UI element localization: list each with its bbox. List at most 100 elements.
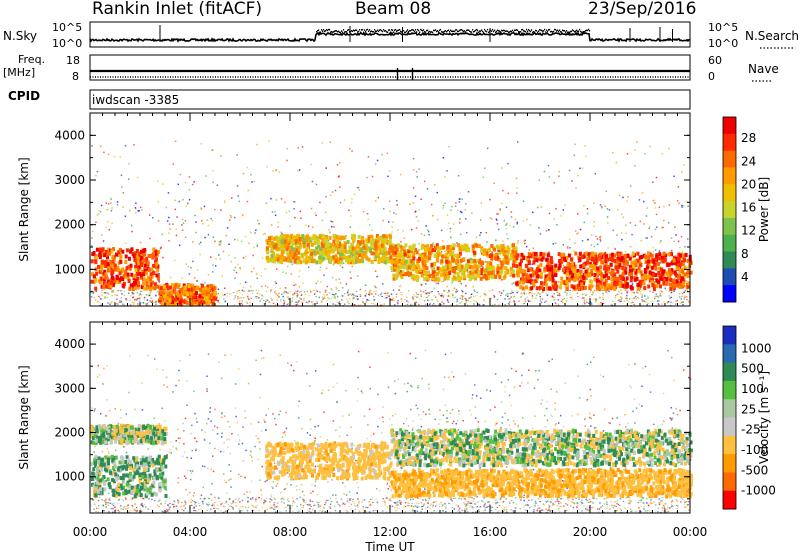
echo-cell	[677, 256, 681, 261]
clutter-point	[338, 301, 341, 303]
echo-cell	[370, 260, 374, 264]
clutter-point	[682, 304, 684, 306]
echo-cell	[162, 289, 166, 293]
echo-cell	[339, 236, 342, 241]
echo-cell	[679, 285, 682, 289]
echo-cell	[610, 284, 614, 289]
echo-cell	[154, 265, 158, 269]
speckle-point	[99, 374, 101, 376]
echo-cell	[374, 242, 378, 247]
echo-cell	[149, 276, 152, 281]
echo-cell	[290, 233, 294, 238]
speckle-point	[646, 274, 648, 276]
echo-cell	[295, 234, 299, 239]
clutter-point	[106, 296, 108, 299]
echo-cell	[435, 272, 439, 276]
echo-cell	[419, 257, 423, 262]
echo-cell	[102, 281, 106, 285]
speckle-point	[412, 158, 415, 160]
echo-cell	[319, 259, 323, 264]
clutter-point	[437, 291, 439, 293]
clutter-point	[400, 300, 403, 302]
speckle-point	[126, 487, 128, 489]
speckle-point	[620, 296, 622, 298]
clutter-point	[581, 293, 584, 295]
speckle-point	[424, 349, 427, 352]
speckle-point	[250, 231, 252, 234]
speckle-point	[450, 209, 452, 211]
echo-cell	[156, 284, 160, 289]
speckle-point	[223, 442, 225, 444]
speckle-point	[194, 277, 196, 279]
speckle-point	[133, 143, 135, 146]
speckle-point	[501, 416, 504, 418]
clutter-point	[242, 297, 245, 299]
clutter-point	[509, 300, 511, 302]
echo-cell	[142, 281, 146, 286]
echo-cell	[415, 250, 419, 255]
speckle-point	[677, 186, 680, 188]
speckle-point	[501, 279, 503, 281]
speckle-point	[93, 451, 95, 453]
clutter-point	[412, 297, 414, 299]
clutter-point	[456, 290, 459, 292]
clutter-point	[298, 291, 301, 293]
speckle-point	[258, 223, 260, 225]
echo-cell	[512, 273, 516, 278]
speckle-point	[643, 223, 645, 225]
speckle-point	[484, 167, 486, 169]
echo-cell	[526, 257, 530, 262]
echo-cell	[328, 235, 332, 240]
echo-cell	[683, 265, 687, 270]
speckle-point	[611, 267, 613, 270]
echo-cell	[98, 247, 102, 252]
echo-cell	[486, 248, 490, 253]
speckle-point	[415, 171, 418, 173]
clutter-point	[657, 300, 660, 302]
clutter-point	[508, 301, 511, 303]
clutter-point	[652, 291, 654, 293]
echo-cell	[602, 274, 606, 279]
echo-cell	[559, 281, 563, 286]
clutter-point	[498, 291, 501, 293]
clutter-point	[647, 297, 649, 300]
echo-cell	[306, 245, 310, 250]
clutter-point	[353, 294, 355, 297]
echo-cell	[598, 252, 602, 257]
clutter-point	[648, 303, 650, 305]
speckle-point	[606, 216, 609, 218]
speckle-point	[420, 284, 423, 286]
speckle-point	[285, 427, 288, 430]
echo-cell	[139, 273, 143, 278]
clutter-point	[356, 299, 359, 301]
speckle-point	[107, 153, 110, 156]
speckle-point	[482, 176, 484, 178]
echo-cell	[488, 267, 492, 272]
speckle-point	[336, 295, 339, 298]
clutter-point	[602, 302, 605, 305]
echo-cell	[127, 256, 131, 261]
echo-cell	[478, 259, 482, 264]
speckle-point	[423, 234, 426, 237]
clutter-point	[120, 297, 122, 299]
colorbar-frame	[722, 116, 737, 303]
echo-cell	[165, 284, 169, 288]
clutter-point	[150, 291, 152, 293]
speckle-point	[169, 276, 172, 279]
echo-cell	[523, 269, 527, 274]
speckle-point	[168, 232, 170, 234]
speckle-point	[554, 242, 557, 244]
speckle-point	[186, 380, 189, 382]
speckle-point	[136, 176, 139, 179]
echo-cell	[116, 276, 119, 281]
clutter-point	[245, 301, 247, 303]
echo-cell	[291, 241, 295, 246]
speckle-point	[349, 215, 352, 217]
speckle-point	[289, 225, 291, 227]
echo-cell	[339, 254, 343, 259]
speckle-point	[607, 222, 609, 224]
clutter-point	[411, 304, 414, 306]
speckle-point	[446, 417, 448, 419]
clutter-point	[105, 292, 107, 294]
speckle-point	[287, 265, 289, 268]
